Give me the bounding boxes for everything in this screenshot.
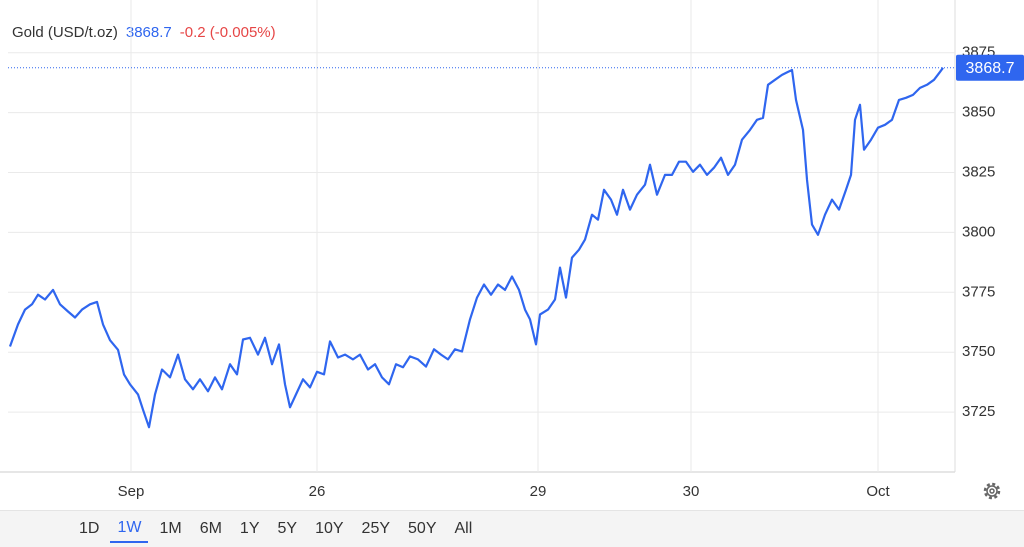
price-line <box>8 67 944 429</box>
range-button[interactable]: 50Y <box>408 520 437 537</box>
range-button[interactable]: 25Y <box>361 520 391 537</box>
x-tick-label: Sep <box>118 483 145 500</box>
gear-body <box>986 485 998 497</box>
range-button[interactable]: 10Y <box>315 520 344 537</box>
x-tick-label: 26 <box>309 483 326 500</box>
y-tick-label: 3750 <box>962 343 995 360</box>
range-button[interactable]: 1M <box>159 520 182 537</box>
price-badge-label: 3868.7 <box>966 60 1015 77</box>
price-badge <box>956 54 1024 81</box>
y-tick-label: 3825 <box>962 163 995 180</box>
y-tick-label: 3800 <box>962 223 995 240</box>
range-button[interactable]: 1D <box>79 520 100 537</box>
price: 3868.7 <box>126 24 172 41</box>
x-tick-label: Oct <box>866 483 890 500</box>
y-tick-label: 3725 <box>962 403 995 420</box>
range-button[interactable]: 6M <box>199 520 222 537</box>
range-bar: 1D 1W 1M 6M 1Y 5Y 10Y 25Y 50Y All <box>0 510 1024 547</box>
instrument: Gold (USD/t.oz) <box>12 24 118 41</box>
chart: Gold (USD/t.oz) 3868.7 -0.2 (-0.005%) 3725… <box>0 0 1024 500</box>
gear-hole <box>989 488 995 494</box>
x-tick-label: 30 <box>683 483 700 500</box>
range-button[interactable]: All <box>454 520 473 537</box>
y-tick-label: 3850 <box>962 104 995 121</box>
y-tick-label: 3775 <box>962 283 995 300</box>
gear-teeth <box>983 482 1001 500</box>
settings-icon[interactable] <box>983 482 1001 500</box>
range-button[interactable]: 1W <box>110 515 149 543</box>
range-button[interactable]: 1Y <box>239 520 260 537</box>
change: -0.2 (-0.005%) <box>180 24 276 41</box>
x-tick-label: 29 <box>530 483 547 500</box>
header: Gold (USD/t.oz) 3868.7 -0.2 (-0.005%) <box>12 24 276 41</box>
range-button[interactable]: 5Y <box>277 520 298 537</box>
